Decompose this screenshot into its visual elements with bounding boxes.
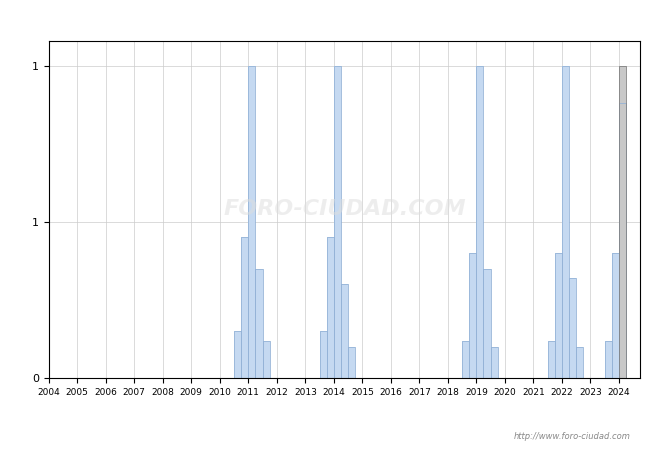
Text: http://www.foro-ciudad.com: http://www.foro-ciudad.com: [514, 432, 630, 441]
Text: Chamartín - Evolucion del Nº de Transacciones Inmobiliarias: Chamartín - Evolucion del Nº de Transacc…: [125, 10, 525, 23]
Text: FORO-CIUDAD.COM: FORO-CIUDAD.COM: [223, 199, 466, 219]
